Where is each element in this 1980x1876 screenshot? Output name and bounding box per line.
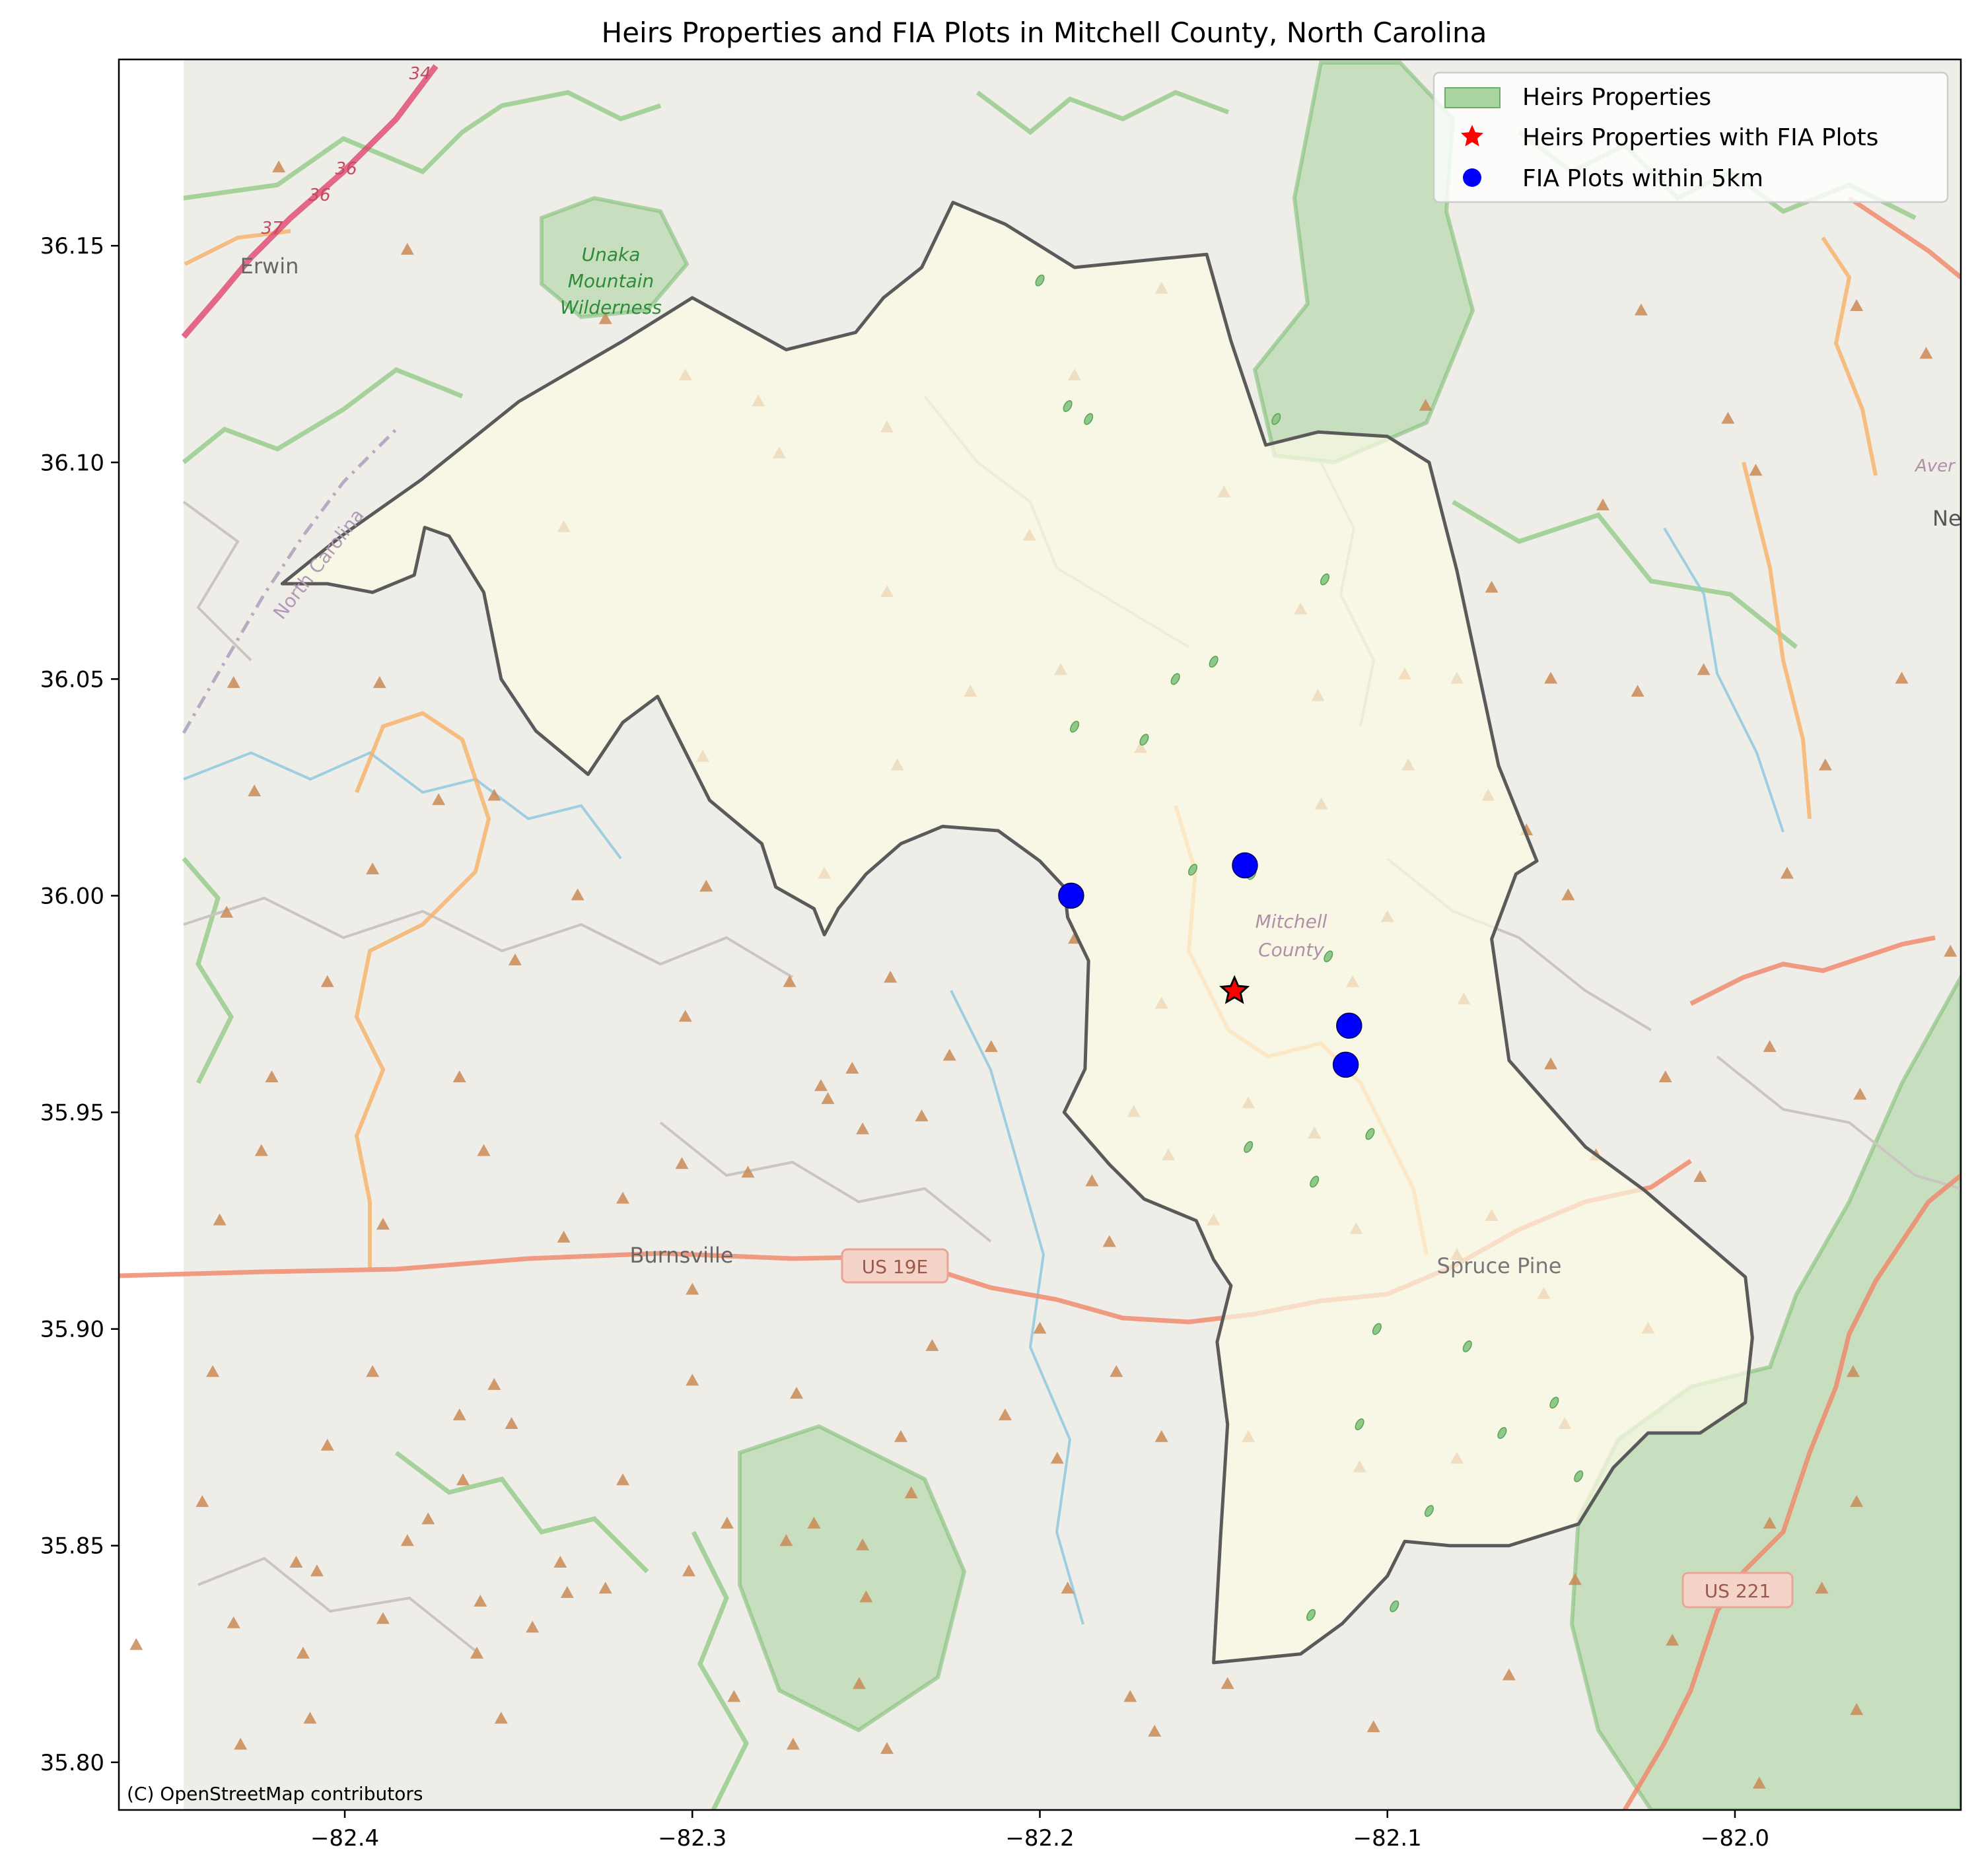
x-tick-label: −82.1 [1353, 1825, 1422, 1852]
heirs-property-parcel [1390, 1600, 1399, 1613]
y-tick-label: 35.80 [40, 1750, 104, 1776]
heirs-property-parcel [1035, 274, 1045, 287]
state-line [182, 428, 398, 734]
label-avery-partial: Aver [1914, 456, 1956, 476]
y-tick-label: 36.00 [40, 883, 104, 909]
y-tick-label: 35.85 [40, 1533, 104, 1560]
forest-areas [540, 61, 1961, 1810]
label-burnsville: Burnsville [629, 1243, 733, 1268]
chart-title: Heirs Properties and FIA Plots in Mitche… [602, 17, 1487, 49]
mitchell-county-boundary [280, 201, 1754, 1665]
label-us19e: US 19E [862, 1256, 929, 1278]
heirs-property-parcel [1084, 413, 1094, 425]
y-tick-label: 36.05 [40, 666, 104, 693]
heirs-property-parcel [1170, 673, 1180, 685]
rivers [183, 527, 1785, 1625]
x-tick-label: −82.2 [1005, 1825, 1074, 1852]
heirs-property-parcel [1355, 1418, 1364, 1430]
heirs-property-parcels [1035, 274, 1584, 1621]
label-ne-partial: Ne [1932, 506, 1962, 531]
legend-swatch-heirs-properties [1444, 87, 1501, 108]
label-erwin: Erwin [240, 254, 299, 279]
shield-us221 [1681, 1572, 1794, 1609]
heirs-property-parcel [1188, 864, 1197, 876]
heirs-property-parcel [1139, 734, 1149, 746]
heirs-property-parcel [1424, 1505, 1434, 1517]
y-tick-label: 35.95 [40, 1100, 104, 1127]
us-221-road [1622, 1173, 1961, 1810]
heirs-property-parcel [1209, 656, 1219, 668]
heirs-property-parcel [1497, 1427, 1507, 1440]
data-markers [1058, 852, 1362, 1078]
fia-plot-point [1058, 882, 1084, 909]
label-route-37: 37 [261, 219, 283, 238]
attribution-text: (C) OpenStreetMap contributors [127, 1783, 423, 1805]
y-tick-label: 36.10 [40, 450, 104, 476]
x-axis: −82.4 −82.3 −82.2 −82.1 −82.0 [310, 1810, 1769, 1852]
y-tick-label: 35.90 [40, 1317, 104, 1343]
label-unaka-line2: Mountain [568, 270, 654, 292]
heirs-property-parcel [1244, 1141, 1254, 1153]
forest-area-unaka [540, 195, 689, 320]
label-unaka-line1: Unaka [582, 244, 641, 265]
heirs-property-parcel [1271, 413, 1281, 425]
label-county: County [1258, 939, 1324, 961]
heirs-property-parcel [1306, 1609, 1316, 1621]
label-route-36a: 36 [335, 159, 357, 179]
x-tick-label: −82.4 [310, 1825, 379, 1852]
x-tick-label: −82.0 [1701, 1825, 1769, 1852]
legend-label-fia-plots: FIA Plots within 5km [1522, 165, 1763, 192]
heirs-property-parcel [1462, 1340, 1472, 1352]
label-route-36b: 36 [308, 186, 330, 205]
legend: Heirs Properties Heirs Properties with F… [1432, 71, 1949, 203]
heirs-property-parcel [1070, 720, 1080, 733]
legend-box [1432, 71, 1949, 203]
heirs-property-parcel [1574, 1470, 1584, 1482]
heirs-property-parcel [1320, 573, 1329, 586]
heirs-property-parcel [1063, 400, 1073, 412]
heirs-property-parcel [1324, 950, 1333, 963]
fia-plot-point [1232, 852, 1258, 879]
heirs-property-parcel [1372, 1323, 1382, 1335]
label-spruce-pine: Spruce Pine [1437, 1253, 1562, 1278]
forest-boundaries [182, 90, 1917, 1810]
heirs-property-parcel [1310, 1175, 1320, 1188]
label-unaka-line3: Wilderness [560, 296, 662, 318]
fia-plot-point [1336, 1012, 1362, 1039]
shield-us19e [841, 1248, 949, 1284]
interstate-road [181, 64, 439, 339]
forest-area-southwest [738, 1424, 967, 1733]
x-tick-label: −82.3 [658, 1825, 726, 1852]
basemap: Erwin Unaka Mountain Wilderness North Ca… [119, 59, 1962, 1810]
heirs-property-parcel [1365, 1128, 1375, 1140]
label-us221: US 221 [1705, 1580, 1771, 1602]
legend-label-heirs-properties: Heirs Properties [1522, 84, 1711, 111]
legend-label-heirs-with-fia: Heirs Properties with FIA Plots [1522, 124, 1878, 151]
y-tick-label: 36.15 [40, 233, 104, 260]
heirs-property-parcel [1549, 1397, 1559, 1409]
legend-dot-icon [1463, 168, 1481, 187]
y-axis: 35.80 35.85 35.90 35.95 36.00 36.05 36.10 36.15 [40, 233, 119, 1776]
label-mitchell: Mitchell [1255, 911, 1327, 932]
fia-plot-point [1332, 1051, 1359, 1078]
label-route-34: 34 [409, 64, 431, 84]
